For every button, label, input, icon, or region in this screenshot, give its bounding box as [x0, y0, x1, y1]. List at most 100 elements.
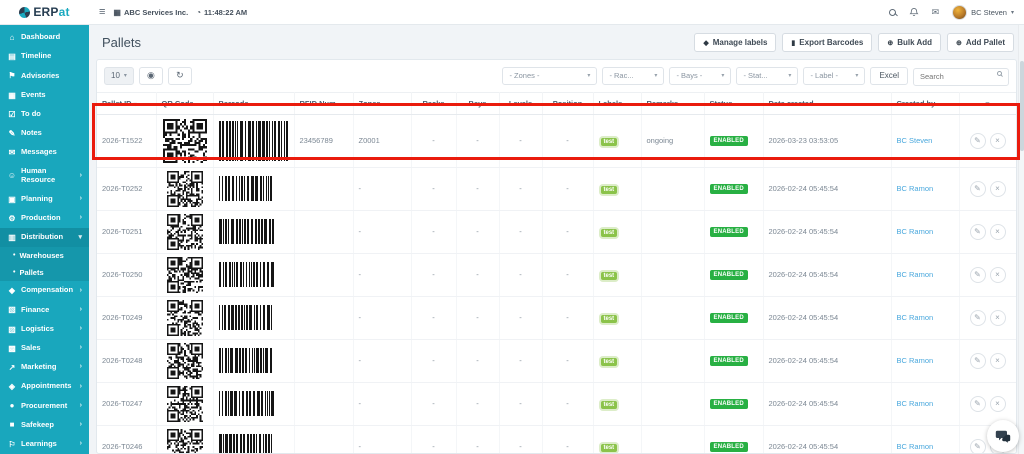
sidebar-item-label: Procurement	[21, 400, 68, 410]
col-header-bays: Bays	[456, 91, 500, 115]
sidebar-item-learnings[interactable]: ⚐ Learnings ›	[0, 435, 89, 454]
col-header-pallet-id[interactable]: Pallet ID ▾	[97, 91, 157, 115]
status-badge: ENABLED	[709, 356, 748, 366]
delete-button[interactable]: ×	[989, 352, 1006, 369]
levels-value: -	[519, 399, 522, 408]
excel-export-button[interactable]: Excel	[870, 66, 908, 85]
company-name: ▦ ABC Services Inc.	[113, 7, 189, 17]
created-by-link[interactable]: BC Ramon	[896, 184, 934, 193]
search-icon[interactable]	[888, 8, 896, 16]
col-header-barcode: Barcode	[213, 91, 295, 115]
rfid-num: 23456789	[299, 136, 333, 145]
filter-select-stat[interactable]: - Stat... ▾	[736, 66, 799, 85]
delete-button[interactable]: ×	[989, 180, 1006, 197]
table-row: 2026-T0252 - - - - - test ENABLED 2026-02-24 05:…	[97, 167, 1016, 211]
sidebar-toggle-icon[interactable]: ≡	[99, 6, 106, 18]
sidebar-item-compensation[interactable]: ◆ Compensation ›	[0, 281, 89, 300]
sidebar-item-appointments[interactable]: ◈ Appointments ›	[0, 377, 89, 396]
export-barcodes-button[interactable]: ▮ Export Barcodes	[782, 33, 873, 52]
briefcase-icon: ▣	[8, 194, 16, 204]
col-header-label: Created by	[896, 98, 936, 108]
search-input[interactable]	[913, 67, 1009, 86]
created-by-link[interactable]: BC Steven	[896, 136, 933, 145]
created-by-link[interactable]: BC Ramon	[896, 399, 934, 408]
plus-circle-icon: ⊕	[887, 39, 894, 47]
delete-button[interactable]: ×	[989, 223, 1006, 240]
filter-select-label[interactable]: - Label - ▾	[803, 66, 866, 85]
filter-select-bays[interactable]: - Bays - ▾	[669, 66, 732, 85]
pallet-id: 2026-T0248	[102, 356, 143, 365]
sidebar-item-logistics[interactable]: ▨ Logistics ›	[0, 320, 89, 339]
created-by-link[interactable]: BC Ramon	[896, 313, 934, 322]
scrollbar-thumb[interactable]	[1020, 61, 1024, 151]
sidebar-item-human-resource[interactable]: ☺ Human Resource ›	[0, 162, 89, 189]
sidebar-item-procurement[interactable]: ● Procurement ›	[0, 396, 89, 415]
sidebar-item-planning[interactable]: ▣ Planning ›	[0, 190, 89, 209]
sidebar-item-timeline[interactable]: ▤ Timeline	[0, 47, 89, 66]
sidebar-item-to-do[interactable]: ☑ To do	[0, 105, 89, 124]
racks-value: -	[432, 184, 435, 193]
envelope-icon[interactable]: ✉	[931, 6, 940, 17]
delete-button[interactable]: ×	[989, 132, 1006, 149]
sidebar-subitem-warehouses[interactable]: • Warehouses	[0, 247, 89, 264]
status-badge: ENABLED	[709, 227, 748, 237]
sidebar-item-label: Planning	[21, 193, 53, 203]
edit-button[interactable]: ✎	[969, 395, 986, 412]
created-by-link[interactable]: BC Ramon	[896, 442, 934, 451]
edit-button[interactable]: ✎	[969, 309, 986, 326]
sidebar-item-marketing[interactable]: ↗ Marketing ›	[0, 358, 89, 377]
sidebar-item-production[interactable]: ⚙ Production ›	[0, 209, 89, 228]
user-menu[interactable]: BC Steven ▾	[952, 4, 1014, 20]
qr-code-image	[162, 342, 208, 379]
created-by-link[interactable]: BC Ramon	[896, 227, 934, 236]
filter-select-zones[interactable]: - Zones - ▾	[502, 66, 598, 85]
zones-value: -	[358, 270, 362, 279]
refresh-button[interactable]: ↻	[167, 66, 192, 85]
edit-button[interactable]: ✎	[969, 352, 986, 369]
vertical-scrollbar[interactable]	[1018, 25, 1024, 454]
sidebar-item-events[interactable]: ▦ Events	[0, 86, 89, 105]
delete-button[interactable]: ×	[989, 266, 1006, 283]
sidebar-item-safekeep[interactable]: ■ Safekeep ›	[0, 415, 89, 434]
racks-value: -	[432, 442, 435, 451]
sidebar-item-notes[interactable]: ✎ Notes	[0, 124, 89, 143]
pallet-id: 2026-T0246	[102, 442, 143, 451]
delete-button[interactable]: ×	[989, 395, 1006, 412]
sidebar-subitem-pallets[interactable]: • Pallets	[0, 264, 89, 281]
add-pallet-button[interactable]: ⊕ Add Pallet	[947, 33, 1014, 52]
chevron-down-icon: ▾	[721, 73, 725, 80]
bell-icon[interactable]	[909, 7, 919, 18]
sidebar-item-sales[interactable]: ▩ Sales ›	[0, 339, 89, 358]
levels-value: -	[519, 313, 522, 322]
sidebar-item-distribution[interactable]: ▥ Distribution ▾	[0, 227, 89, 248]
sidebar-item-finance[interactable]: ▧ Finance ›	[0, 300, 89, 319]
page-size-select[interactable]: 10 ▾	[104, 66, 134, 85]
pencil-icon: ✎	[974, 442, 981, 451]
levels-value: -	[519, 227, 522, 236]
manage-labels-button[interactable]: ◆ Manage labels	[694, 33, 777, 52]
toggle-columns-button[interactable]: ◉	[138, 66, 163, 85]
filter-select-rac[interactable]: - Rac... ▾	[602, 66, 665, 85]
date-created: 2026-02-24 05:45:54	[768, 356, 839, 365]
position-value: -	[566, 136, 569, 145]
edit-button[interactable]: ✎	[969, 438, 986, 453]
edit-button[interactable]: ✎	[969, 223, 986, 240]
created-by-link[interactable]: BC Ramon	[896, 356, 934, 365]
edit-button[interactable]: ✎	[969, 132, 986, 149]
racks-value: -	[432, 356, 435, 365]
created-by-link[interactable]: BC Ramon	[896, 270, 934, 279]
delete-button[interactable]: ×	[989, 309, 1006, 326]
edit-button[interactable]: ✎	[969, 266, 986, 283]
sidebar-item-dashboard[interactable]: ⌂ Dashboard	[0, 28, 89, 47]
edit-button[interactable]: ✎	[969, 180, 986, 197]
chevron-right-icon: ›	[79, 171, 82, 179]
chat-fab[interactable]	[987, 420, 1019, 452]
zones-value: -	[358, 399, 362, 408]
app-logo[interactable]: ERPat	[0, 0, 89, 25]
pallets-panel: 10 ▾ ◉ ↻ - Zones - ▾ - Rac... ▾ - Bays - ▾ - S…	[96, 59, 1017, 454]
sidebar-item-advisories[interactable]: ⚑ Advisories	[0, 66, 89, 85]
sidebar-item-messages[interactable]: ✉ Messages	[0, 143, 89, 162]
plus-circle-icon: ⊕	[956, 39, 962, 47]
col-header-label: Zones	[358, 98, 381, 108]
bulk-add-button[interactable]: ⊕ Bulk Add	[878, 33, 941, 52]
